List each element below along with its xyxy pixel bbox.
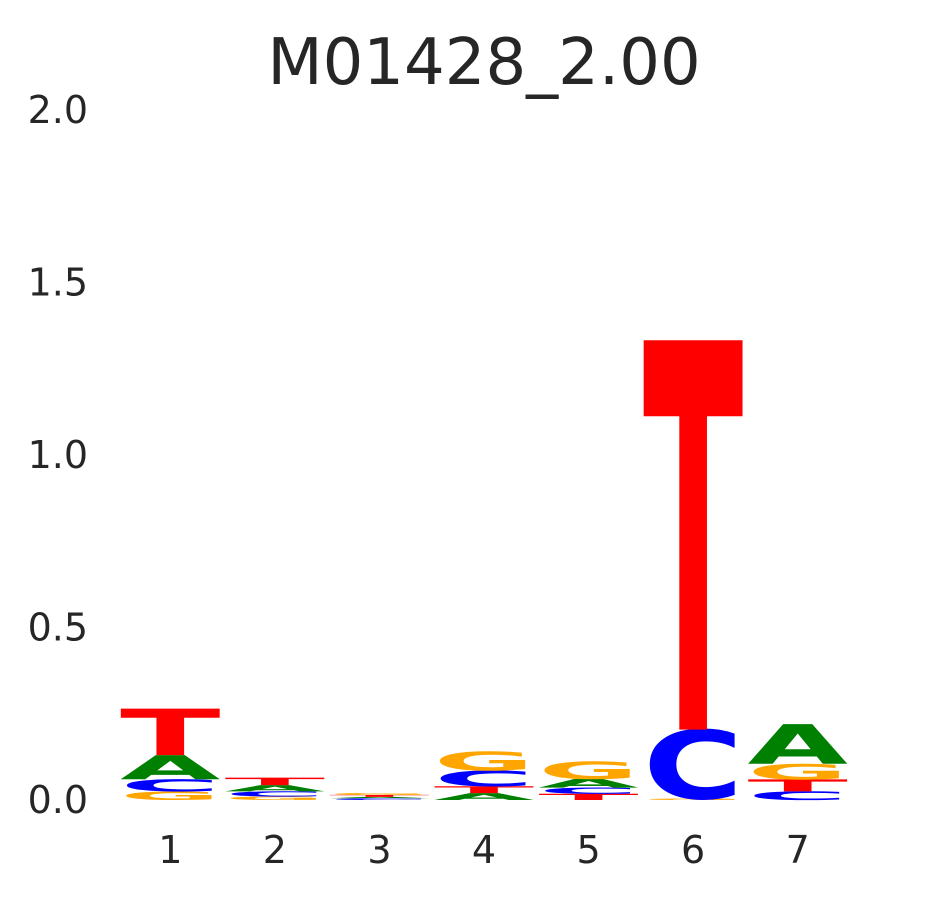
logo-letter-g: G bbox=[329, 792, 429, 795]
logo-letter-a: A bbox=[434, 791, 534, 802]
x-tick-label: 6 bbox=[681, 828, 705, 872]
logo-letter-g: G bbox=[538, 757, 638, 785]
logo-letter-a: A bbox=[120, 749, 220, 787]
y-tick-label: 1.0 bbox=[28, 433, 88, 477]
y-tick-label: 1.5 bbox=[28, 261, 88, 305]
logo-letter-c: C bbox=[434, 767, 534, 792]
logo-letter-c: C bbox=[120, 776, 220, 795]
y-tick-label: 2.0 bbox=[28, 88, 88, 132]
x-tick-label: 5 bbox=[576, 828, 600, 872]
logo-letter-t: T bbox=[120, 696, 220, 770]
x-tick-label: 1 bbox=[158, 828, 182, 872]
logo-letter-g: G bbox=[434, 747, 534, 777]
logo-letter-g: G bbox=[225, 796, 325, 801]
logo-letter-t: T bbox=[538, 792, 638, 802]
x-tick-label: 4 bbox=[472, 828, 496, 872]
logo-letter-t: T bbox=[748, 776, 848, 795]
logo-letter-t: T bbox=[329, 794, 429, 797]
logo-letter-c: C bbox=[643, 711, 743, 821]
x-tick-label: 2 bbox=[263, 828, 287, 872]
logo-letter-g: G bbox=[120, 789, 220, 803]
logo-letter-g: G bbox=[748, 760, 848, 785]
x-tick-label: 7 bbox=[786, 828, 810, 872]
y-axis-ticks: 0.0 0.5 1.0 1.5 2.0 bbox=[28, 88, 88, 822]
logo-letter-c: C bbox=[329, 798, 429, 801]
logo-letter-t: T bbox=[225, 775, 325, 787]
logo-letter-c: C bbox=[538, 786, 638, 796]
logo-letter-a: A bbox=[538, 777, 638, 791]
y-tick-label: 0.0 bbox=[28, 778, 88, 822]
logo-letter-c: C bbox=[225, 790, 325, 798]
chart-title: M01428_2.00 bbox=[267, 26, 700, 100]
logo-letter-a: A bbox=[225, 784, 325, 794]
logo-letter-a: A bbox=[748, 714, 848, 777]
x-tick-label: 3 bbox=[367, 828, 391, 872]
logo-letter-t: T bbox=[434, 784, 534, 795]
y-tick-label: 0.5 bbox=[28, 606, 88, 650]
x-axis-ticks: 1 2 3 4 5 6 7 bbox=[158, 828, 810, 872]
logo-letter-t: T bbox=[643, 235, 744, 857]
logo-letter-g: G bbox=[643, 798, 743, 800]
logo-letter-c: C bbox=[748, 789, 848, 803]
logo-letter-a: A bbox=[329, 797, 429, 799]
